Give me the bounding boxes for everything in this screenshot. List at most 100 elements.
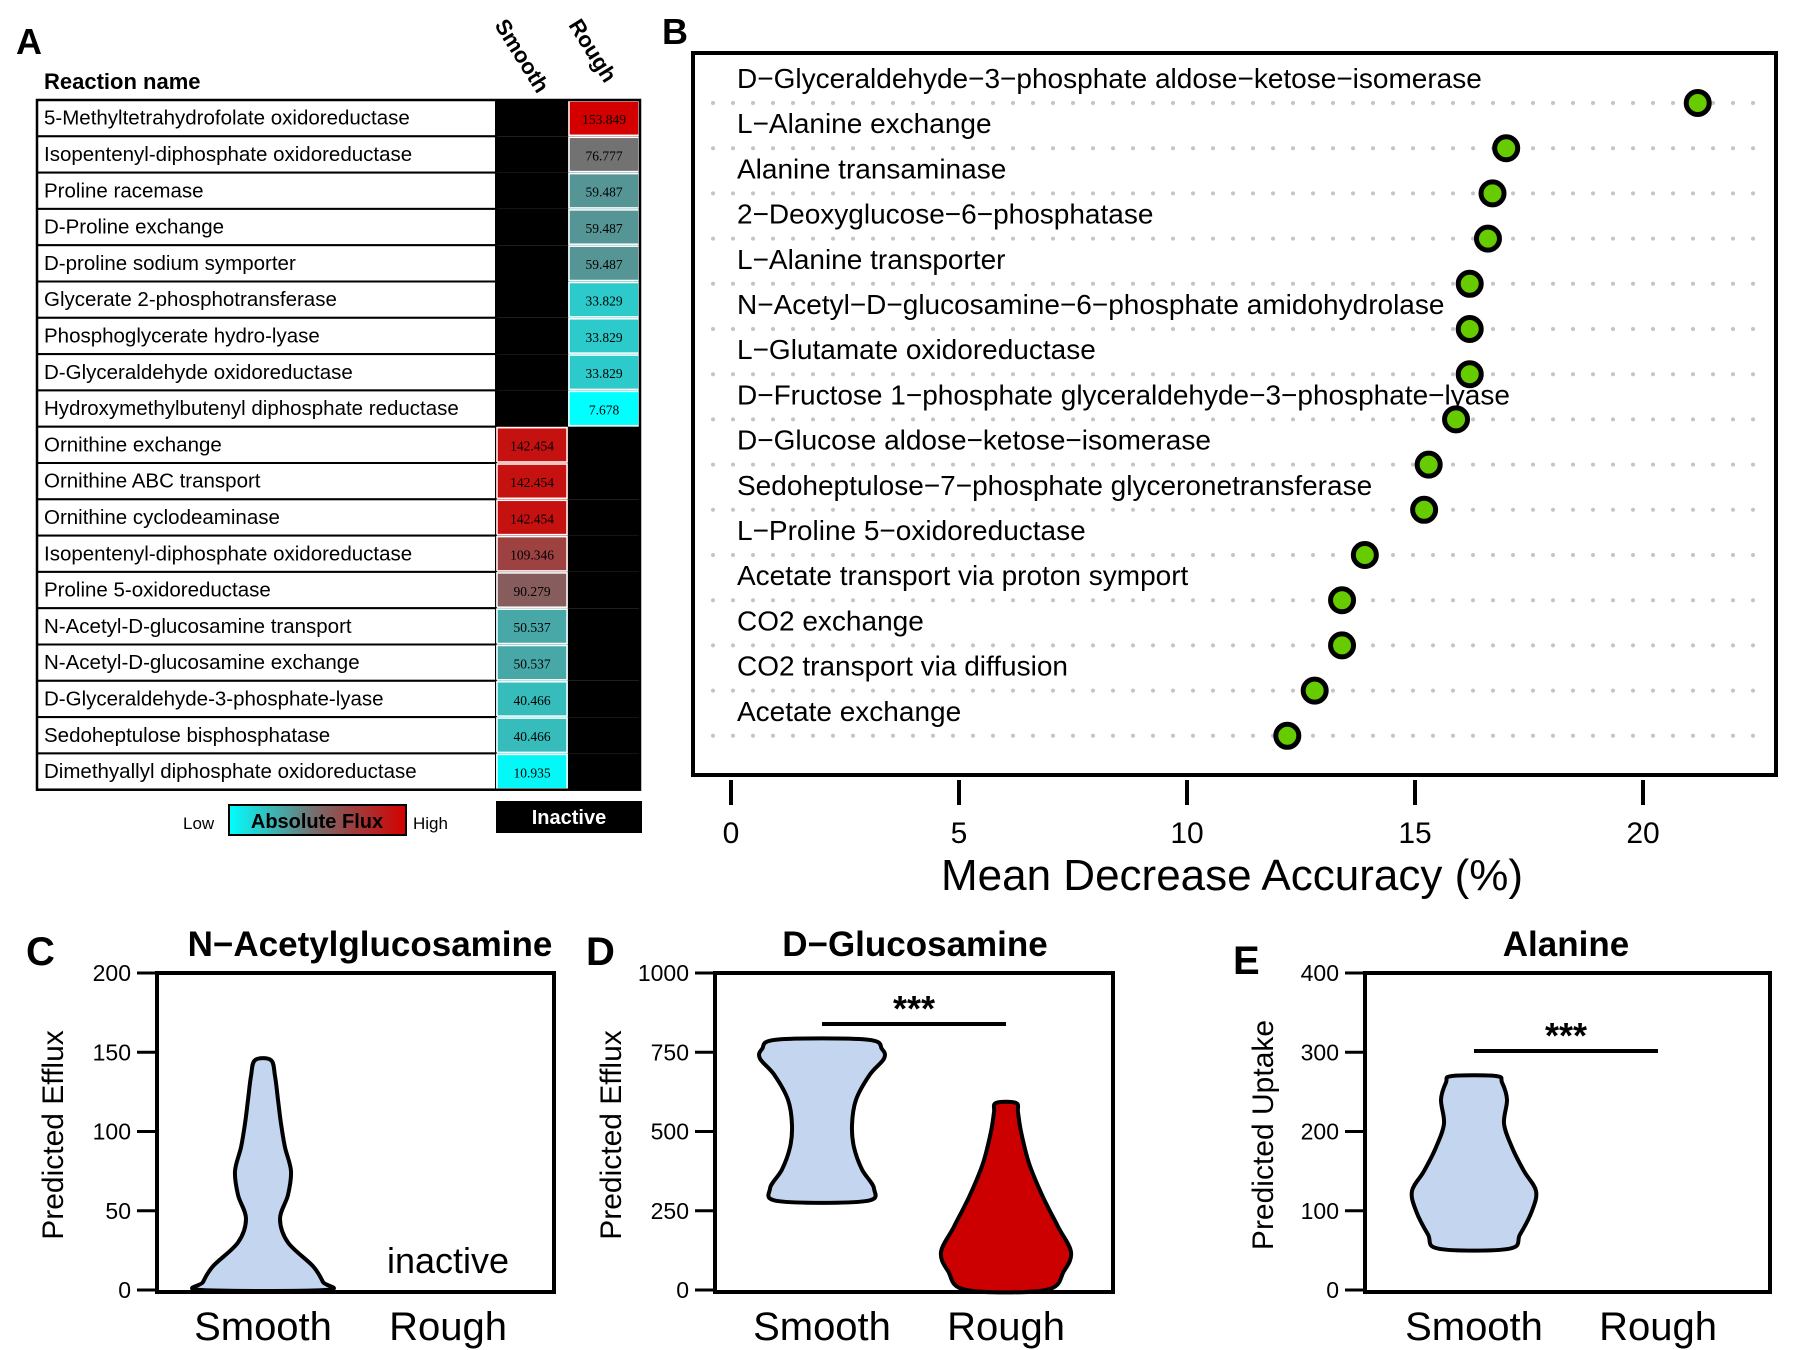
heatmap-cell-rough (568, 608, 640, 645)
violin-e-title: Alanine (1503, 925, 1629, 964)
heatmap-cell-rough (568, 172, 640, 209)
heatmap-cell-rough (568, 390, 640, 427)
heatmap-cell-smooth (496, 172, 568, 209)
x-tick-label: 10 (1170, 817, 1203, 850)
dotplot-label: CO2 transport via diffusion (737, 651, 1068, 682)
panel-b-dotplot: B D−Glyceraldehyde−3−phosphate aldose−ke… (662, 11, 1778, 900)
violin-e-plot: 0 100 200 300 400 *** (1301, 960, 1658, 1303)
heatmap-row-name: Dimethyallyl diphosphate oxidoreductase (44, 760, 417, 783)
dotplot-row: L−Alanine transporter (711, 244, 1755, 298)
x-tick-label: 0 (723, 817, 740, 850)
heatmap-row-name: 5-Methyltetrahydrofolate oxidoreductase (44, 107, 410, 130)
y-tick-label: 0 (676, 1277, 689, 1303)
heatmap-cell-rough (568, 136, 640, 173)
dotplot-label: N−Acetyl−D−glucosamine−6−phosphate amido… (737, 289, 1444, 320)
dotplot-guide-dots (711, 643, 1755, 648)
heatmap-cell-rough (568, 281, 640, 318)
dotplot-label: D−Glucose aldose−ketose−isomerase (737, 425, 1211, 456)
heatmap-cell-border (496, 681, 568, 717)
heatmap-row-name-cell (36, 752, 497, 791)
legend-high-label: High (413, 814, 448, 833)
dotplot-guide-dots (711, 146, 1755, 151)
heatmap-cell-value: 59.487 (585, 185, 622, 200)
heatmap-cell-rough (568, 644, 640, 681)
heatmap-cell-value: 33.829 (585, 293, 622, 308)
heatmap-cell-smooth (496, 136, 568, 173)
panel-d-letter: D (586, 930, 615, 974)
dotplot-label: 2−Deoxyglucose−6−phosphatase (737, 199, 1153, 230)
violin-c-y-label: Predicted Efflux (37, 1030, 70, 1240)
heatmap-row: Proline racemase 59.487 (36, 171, 640, 210)
heatmap-cell-value: 142.454 (510, 511, 554, 526)
dotplot-label: L−Alanine exchange (737, 108, 992, 139)
heatmap-row-name: D-proline sodium symporter (44, 252, 296, 275)
heatmap-row: N-Acetyl-D-glucosamine exchange 50.537 (36, 643, 640, 682)
x-tick-label: 15 (1398, 817, 1431, 850)
y-tick-label: 250 (651, 1198, 689, 1224)
heatmap-cell-border (496, 535, 568, 572)
heatmap-row-name: Phosphoglycerate hydro-lyase (44, 324, 320, 347)
legend-inactive-box (496, 801, 642, 833)
heatmap-row: D-Glyceraldehyde oxidoreductase 33.829 (36, 353, 640, 392)
heatmap-cell-value: 76.777 (585, 148, 622, 163)
heatmap-cell-value: 50.537 (513, 620, 550, 635)
violin-c-inactive-label: inactive (387, 1240, 509, 1281)
dotplot-guide-dots (711, 327, 1755, 331)
panel-a-heatmap: A Reaction name Smooth Rough 5-Methyltet… (16, 14, 642, 836)
dotplot-guide-dots (711, 372, 1755, 377)
violin-d-y-label: Predicted Efflux (595, 1030, 628, 1240)
dotplot-point (1473, 224, 1502, 253)
violin-smooth (1409, 1073, 1539, 1253)
heatmap-row-header: Reaction name (44, 69, 201, 94)
heatmap-cell-smooth (496, 354, 568, 391)
heatmap-column-rough: Rough (564, 14, 622, 86)
violin-smooth (757, 1036, 887, 1205)
dotplot-point (1683, 89, 1712, 117)
heatmap-cell-smooth (496, 245, 568, 282)
heatmap-cell-value: 90.279 (513, 584, 550, 599)
significance-stars: *** (893, 988, 935, 1029)
dotplot-row: Alanine transaminase (711, 153, 1755, 208)
heatmap-row-name: Proline 5-oxidoreductase (44, 579, 271, 602)
heatmap-cell-smooth (496, 100, 568, 137)
violin-rough (938, 1099, 1074, 1295)
y-tick-label: 150 (93, 1039, 131, 1065)
heatmap-cell-rough (568, 317, 640, 355)
dotplot-point (1455, 360, 1484, 389)
dotplot-row: D−Glucose aldose−ketose−isomerase (711, 425, 1755, 479)
violin-d-plot: 0 250 500 750 1000 *** (638, 960, 1074, 1303)
significance-stars: *** (1545, 1015, 1587, 1056)
violin-d-x-rough: Rough (947, 1305, 1065, 1349)
heatmap-cell-smooth (496, 717, 568, 754)
violin-c-plot: 0 50 100 150 200 (93, 960, 336, 1303)
heatmap-cell-rough (568, 208, 640, 246)
heatmap-cell-value: 33.829 (585, 366, 622, 381)
heatmap-cell-border (496, 644, 568, 681)
heatmap-row-name: Ornithine exchange (44, 433, 222, 456)
dotplot-label: Sedoheptulose−7−phosphate glyceronetrans… (737, 470, 1372, 501)
legend-title: Absolute Flux (251, 811, 383, 833)
heatmap-row: Glycerate 2-phosphotransferase 33.829 (36, 280, 640, 319)
heatmap-cell-rough (568, 753, 640, 790)
y-tick-label: 750 (651, 1039, 689, 1065)
heatmap-cell-smooth (496, 644, 568, 681)
heatmap-cell-smooth (496, 281, 568, 318)
heatmap-cell-rough (568, 571, 640, 609)
heatmap-row-name-cell (36, 607, 497, 646)
heatmap-row-name-cell (36, 498, 497, 537)
heatmap-row: D-proline sodium symporter 59.487 (36, 244, 640, 283)
dotplot-guide-dots (711, 236, 1755, 241)
panel-a-letter: A (16, 21, 42, 62)
dotplot-point (1328, 586, 1357, 615)
heatmap-cell-border (496, 717, 568, 754)
heatmap-cell-smooth (496, 608, 568, 645)
heatmap-row-name: Ornithine cyclodeaminase (44, 506, 280, 529)
dotplot-row: L−Glutamate oxidoreductase (711, 334, 1755, 389)
heatmap-cell-smooth (496, 208, 568, 246)
heatmap-cell-border (496, 608, 568, 645)
dotplot-point (1455, 269, 1484, 298)
heatmap-cell-rough (568, 426, 640, 463)
dotplot-point (1492, 134, 1521, 163)
heatmap-cell-rough (568, 717, 640, 754)
y-tick-label: 400 (1301, 960, 1339, 986)
